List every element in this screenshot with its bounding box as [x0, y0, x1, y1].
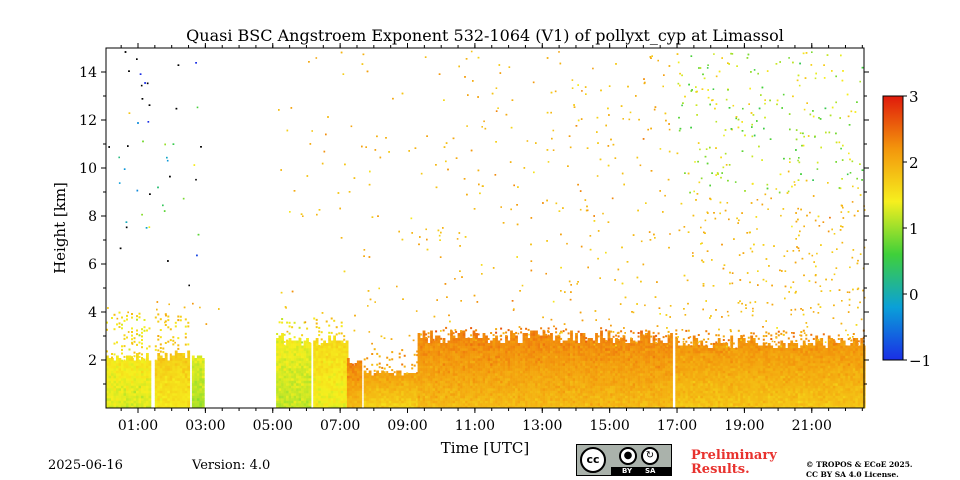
- license-line2: CC BY SA 4.0 License.: [806, 470, 899, 479]
- x-axis: 01:00 03:00 05:00 07:00 09:00 11:00 13:00 15:00…: [118, 43, 863, 434]
- cc-sa-label: SA: [645, 467, 656, 475]
- colorbar-tick-label-3: 0: [909, 286, 919, 304]
- heatmap-segment-8: [675, 329, 866, 409]
- y-tick-label-2: 6: [88, 257, 97, 273]
- x-tick-label-8: 17:00: [657, 418, 697, 434]
- preliminary-line2: Results.: [691, 462, 750, 477]
- cc-strip: BY SA: [611, 467, 671, 475]
- y-tick-label-0: 2: [88, 353, 97, 369]
- heatmap-segment-6: [363, 348, 419, 409]
- license-note: © TROPOS & ECoE 2025. CC BY SA 4.0 Licen…: [806, 460, 913, 480]
- y-tick-label-4: 10: [79, 161, 97, 177]
- x-tick-label-4: 09:00: [387, 418, 427, 434]
- y-tick-label-5: 12: [79, 113, 97, 129]
- colorbar: 3 2 1 0 −1: [882, 88, 931, 370]
- x-axis-label: Time [UTC]: [441, 439, 530, 457]
- footer-version: Version: 4.0: [192, 458, 271, 473]
- x-tick-label-9: 19:00: [724, 418, 764, 434]
- x-tick-label-1: 03:00: [185, 418, 225, 434]
- plot-area: [106, 50, 866, 409]
- y-tick-label-1: 4: [88, 305, 97, 321]
- x-tick-label-6: 13:00: [522, 418, 562, 434]
- colorbar-tick-label-1: 2: [909, 154, 919, 172]
- x-tick-label-10: 21:00: [792, 418, 832, 434]
- chart-title: Quasi BSC Angstroem Exponent 532-1064 (V…: [186, 26, 784, 45]
- heatmap-segment-3: [276, 318, 312, 409]
- plot-frame: [105, 47, 865, 409]
- cc-by-icon: ●: [619, 447, 637, 465]
- heatmap-segment-5: [346, 358, 363, 409]
- y-axis-label: Height [km]: [51, 182, 69, 274]
- colorbar-tick-label-0: 3: [909, 88, 919, 106]
- heatmap-segment-1: [154, 313, 191, 409]
- cc-circle-icon: cc: [580, 447, 606, 473]
- heatmap-segment-4: [313, 317, 349, 409]
- heatmap-scatter: [107, 50, 866, 348]
- license-line1: © TROPOS & ECoE 2025.: [806, 460, 913, 469]
- heatmap-segment-7: [417, 326, 673, 409]
- cc-by-label: BY: [622, 467, 633, 475]
- heatmap-segment-0: [106, 311, 152, 409]
- y-tick-label-6: 14: [79, 65, 97, 81]
- x-tick-label-2: 05:00: [253, 418, 293, 434]
- preliminary-results-note: Preliminary Results.: [691, 449, 777, 477]
- x-tick-label-3: 07:00: [320, 418, 360, 434]
- x-tick-label-5: 11:00: [455, 418, 495, 434]
- colorbar-gradient: [882, 95, 904, 361]
- cc-sa-icon: ↻: [641, 447, 659, 465]
- cc-license-icon[interactable]: cc ● ↻ BY SA: [576, 444, 672, 476]
- heatmap-segment-2: [191, 355, 205, 409]
- footer-date: 2025-06-16: [48, 458, 123, 473]
- colorbar-tick-label-4: −1: [909, 352, 931, 370]
- colorbar-tick-label-2: 1: [909, 220, 919, 238]
- preliminary-line1: Preliminary: [691, 448, 777, 463]
- y-tick-label-3: 8: [88, 209, 97, 225]
- x-tick-label-7: 15:00: [589, 418, 629, 434]
- x-tick-label-0: 01:00: [118, 418, 158, 434]
- y-axis: 2 4 6 8 10 12 14: [79, 65, 869, 385]
